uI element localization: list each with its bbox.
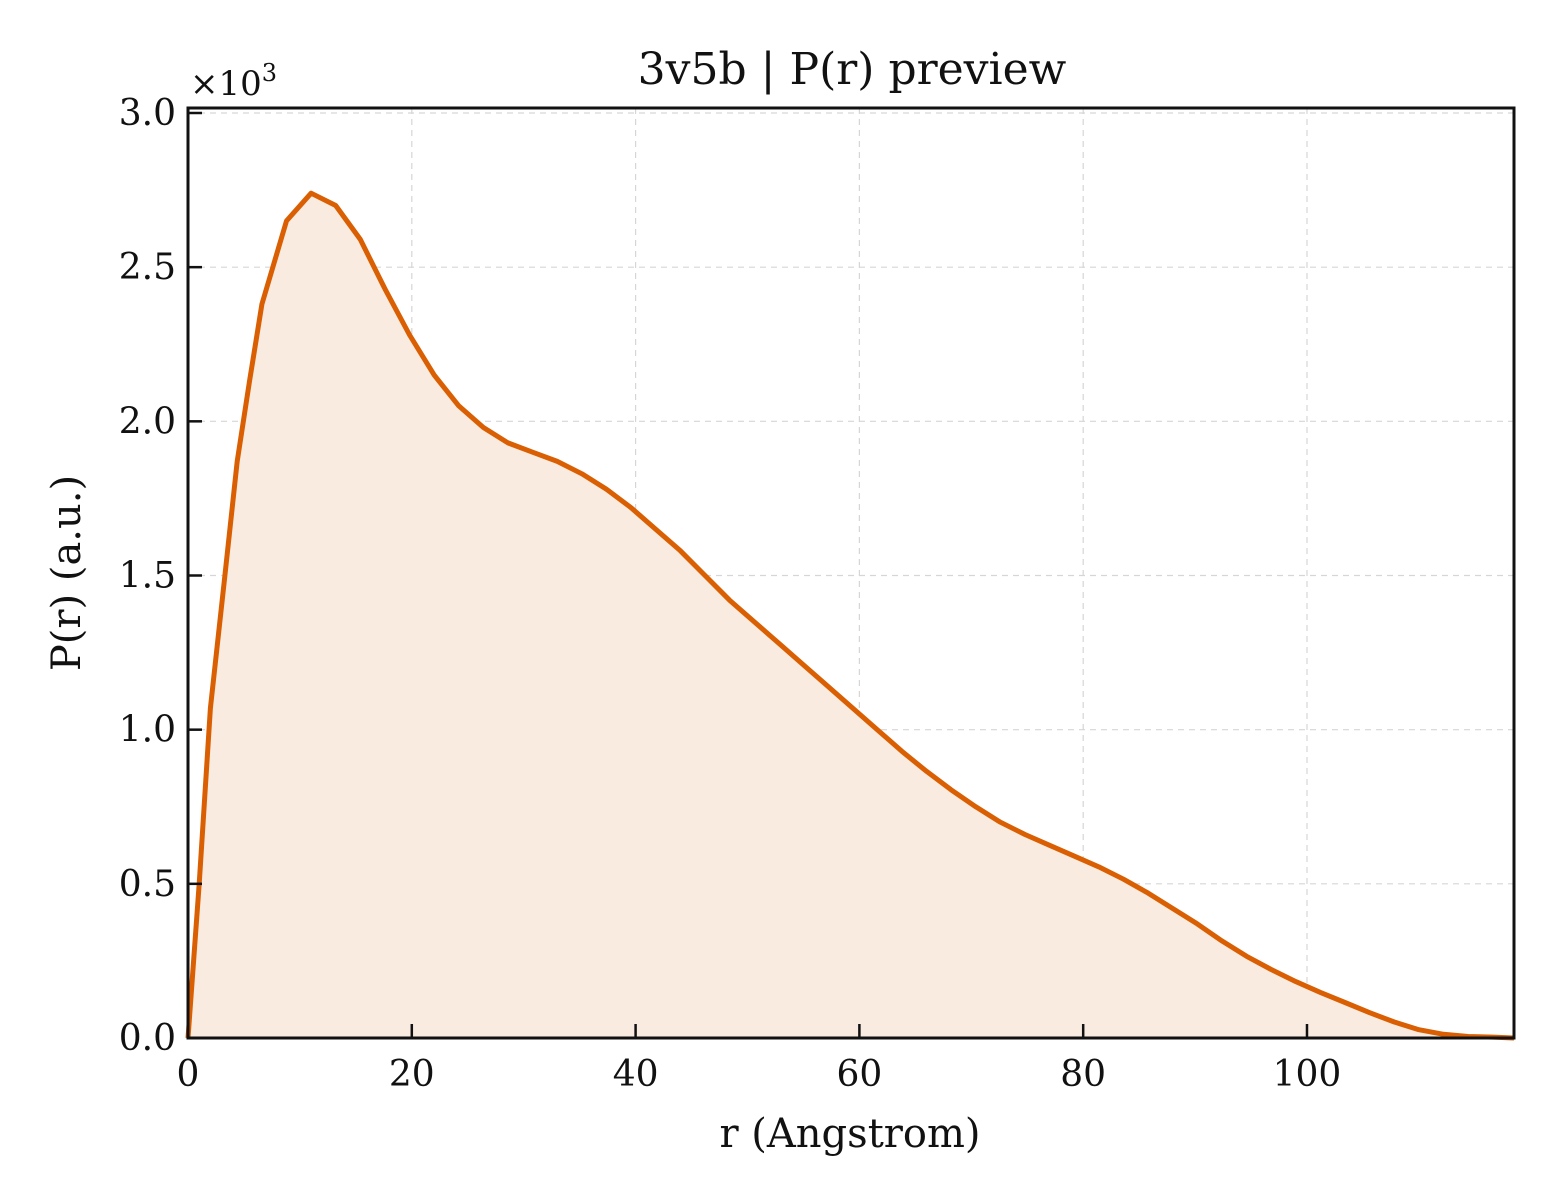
- y-tick-label: 1.0: [119, 710, 176, 751]
- y-tick-label: 0.5: [119, 864, 176, 905]
- y-tick-label: 3.0: [119, 93, 176, 134]
- axis-ticks: 0 20 40 60 80 100 0.0 0.5 1.0 1.5 2.0 2.5 3.0: [119, 93, 1342, 1095]
- y-multiplier-label: ×103: [190, 59, 277, 104]
- x-axis-label: r (Angstrom): [719, 1111, 980, 1157]
- plot-frame: [186, 106, 1516, 1040]
- pr-area-fill: [188, 193, 1514, 1038]
- y-tick-label: 0.0: [119, 1018, 176, 1059]
- x-tick-label: 80: [1060, 1054, 1106, 1095]
- x-tick-label: 40: [613, 1054, 659, 1095]
- x-tick-label: 20: [389, 1054, 435, 1095]
- x-tick-label: 100: [1273, 1054, 1342, 1095]
- chart-title: 3v5b | P(r) preview: [638, 44, 1067, 95]
- x-tick-label: 0: [177, 1054, 200, 1095]
- y-axis-label: P(r) (a.u.): [44, 475, 90, 671]
- y-tick-label: 1.5: [119, 556, 176, 597]
- y-tick-label: 2.5: [119, 247, 176, 288]
- pr-series-line: [185, 190, 1515, 1041]
- y-tick-label: 2.0: [119, 401, 176, 442]
- x-tick-label: 60: [836, 1054, 882, 1095]
